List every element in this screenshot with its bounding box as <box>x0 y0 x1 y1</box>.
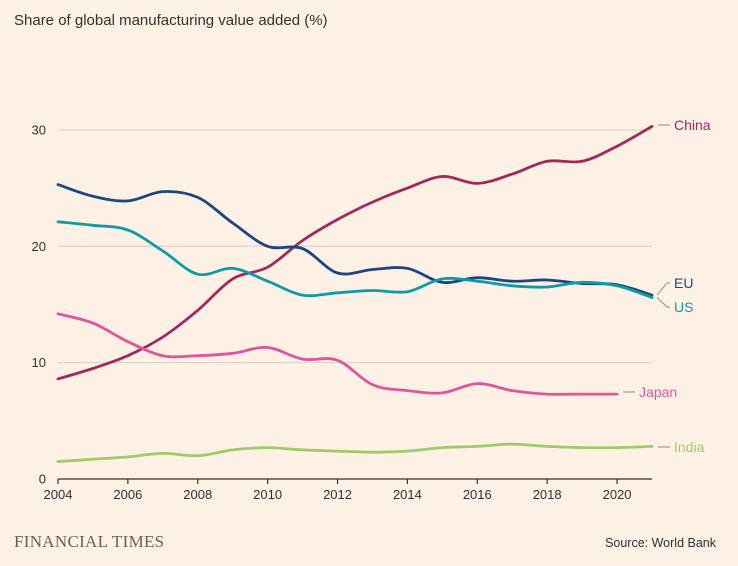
x-tick-label: 2008 <box>183 487 212 502</box>
source-note: Source: World Bank <box>605 536 716 550</box>
chart-title: Share of global manufacturing value adde… <box>14 12 328 29</box>
axes: 0 10 20 30 2004 2006 2008 2010 2012 2014 2016 2018 2… <box>32 122 652 502</box>
series-label-india: India <box>674 439 705 455</box>
brand-logo: FINANCIAL TIMES <box>14 532 165 551</box>
series-label-japan: Japan <box>639 384 677 400</box>
x-tick-label: 2004 <box>44 487 73 502</box>
series-label-china: China <box>674 117 711 133</box>
series-label-us: US <box>674 299 693 315</box>
label-leader-us <box>656 297 670 308</box>
series-label-eu: EU <box>674 275 693 291</box>
series-line-us <box>56 220 654 299</box>
series-line-china <box>56 125 654 381</box>
x-tick-label: 2012 <box>323 487 352 502</box>
x-tick-label: 2020 <box>603 487 632 502</box>
y-tick-label: 0 <box>39 472 46 487</box>
series-line-japan <box>56 312 619 396</box>
series-lines <box>56 125 654 463</box>
x-tick-label: 2006 <box>113 487 142 502</box>
y-tick-label: 10 <box>32 355 46 370</box>
y-tick-label: 20 <box>32 239 46 254</box>
x-tick-label: 2014 <box>393 487 422 502</box>
x-tick-label: 2018 <box>533 487 562 502</box>
y-tick-label: 30 <box>32 122 46 137</box>
label-leader-eu <box>656 282 670 296</box>
x-tick-label: 2010 <box>253 487 282 502</box>
series-labels: China EU US Japan India <box>623 117 711 455</box>
x-tick-label: 2016 <box>463 487 492 502</box>
series-line-india <box>56 442 654 463</box>
gridlines <box>58 129 652 364</box>
series-line-eu <box>56 183 654 297</box>
